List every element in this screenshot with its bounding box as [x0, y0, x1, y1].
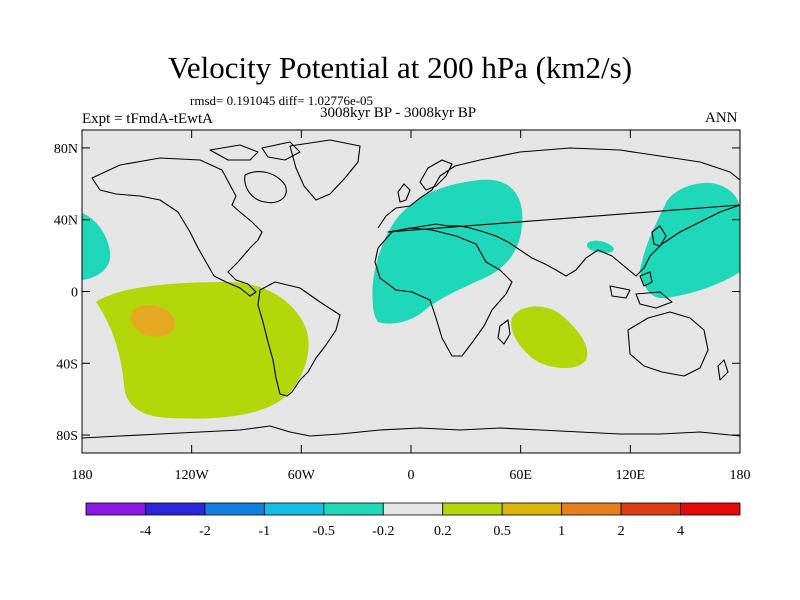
- axis-labels: 80N 40N 0 40S 80S 180 120W 60W 0 60E 120E 180: [54, 142, 751, 483]
- lat-tick-label: 80S: [56, 429, 78, 444]
- lat-tick-label: 40S: [56, 357, 78, 372]
- africa-coast: [374, 227, 513, 357]
- eurasia-coast: [377, 147, 740, 277]
- colorbar-swatch: [263, 502, 325, 516]
- british-isles-coast: [397, 183, 411, 203]
- australia-coast: [627, 311, 709, 377]
- south-indian-positive-region: [511, 306, 588, 369]
- experiment-label: Expt = tFmdA-tEwtA: [82, 111, 213, 127]
- lat-tick-label: 0: [71, 286, 78, 301]
- plot-title: Velocity Potential at 200 hPa (km2/s): [167, 50, 633, 85]
- colorbar-label: -1: [259, 524, 271, 539]
- lon-tick-label: 180: [72, 468, 93, 483]
- africa-eurasia-negative-region: [372, 179, 523, 324]
- colorbar-swatch: [382, 502, 444, 516]
- central-pacific-positive-core: [130, 305, 175, 337]
- lon-tick-label: 60W: [288, 468, 316, 483]
- colorbar-label: 0.5: [493, 524, 511, 539]
- hudson-bay-coast: [244, 171, 287, 204]
- colorbar-swatch: [442, 502, 503, 516]
- colorbar-swatch: [145, 502, 206, 516]
- period-label: 3008kyr BP - 3008kyr BP: [320, 105, 477, 121]
- lon-tick-label: 120E: [616, 468, 646, 483]
- colorbar-swatch: [680, 502, 741, 516]
- madagascar-coast: [497, 319, 511, 345]
- lon-tick-label: 0: [408, 468, 415, 483]
- lat-tick-label: 40N: [54, 214, 78, 229]
- west-pacific-negative-region: [640, 182, 740, 299]
- colorbar-swatch: [204, 502, 265, 516]
- colorbar-label: -2: [199, 524, 211, 539]
- colorbar-label: 1: [558, 524, 565, 539]
- antarctica-coast: [82, 425, 740, 439]
- colorbar-swatch: [620, 502, 681, 516]
- east-pacific-positive-region: [96, 281, 309, 419]
- lon-tick-label: 60E: [509, 468, 532, 483]
- stats-line: rmsd= 0.191045 diff= 1.02776e-05: [190, 93, 374, 108]
- colorbar-swatch: [323, 502, 384, 516]
- map-field: [82, 139, 740, 439]
- colorbar-label: 4: [677, 524, 684, 539]
- greenland-coast: [289, 139, 361, 201]
- colorbar-label: 0.2: [434, 524, 452, 539]
- colorbar-label: 2: [618, 524, 625, 539]
- south-america-coast: [257, 281, 341, 397]
- northeast-pacific-negative-region: [82, 213, 111, 280]
- colorbar-swatch: [501, 502, 563, 516]
- scandinavia-coast: [419, 159, 453, 191]
- north-america-coast: [91, 157, 263, 297]
- colorbar-swatch: [561, 502, 622, 516]
- lat-tick-label: 80N: [54, 142, 78, 157]
- season-label: ANN: [705, 110, 738, 126]
- axis-ticks: [81, 130, 741, 453]
- colorbar-label: -0.5: [313, 524, 335, 539]
- south-asia-negative-region: [586, 240, 614, 253]
- new-zealand-coast: [717, 359, 729, 381]
- japan-coast: [651, 225, 667, 247]
- colorbar-label: -0.2: [372, 524, 394, 539]
- lon-tick-label: 120W: [175, 468, 210, 483]
- lon-tick-label: 180: [730, 468, 751, 483]
- coastlines: [82, 139, 740, 439]
- colorbar-swatch: [85, 502, 146, 516]
- colorbar: -4 -2 -1 -0.5 -0.2 0.2 0.5 1 2 4: [85, 502, 741, 539]
- colorbar-label: -4: [140, 524, 152, 539]
- maritime-continent-coast: [609, 271, 673, 309]
